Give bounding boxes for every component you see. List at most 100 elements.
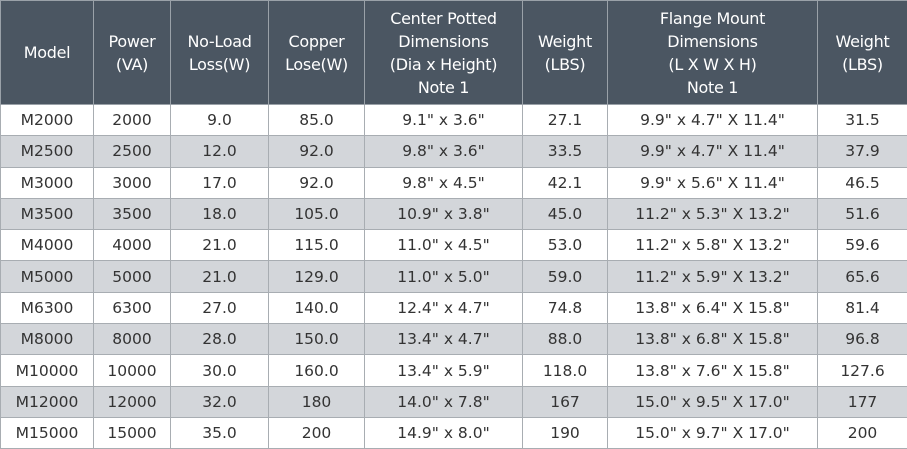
- table-cell: M3500: [1, 198, 94, 229]
- table-cell: 11.0" x 4.5": [365, 230, 523, 261]
- table-cell: 31.5: [818, 105, 907, 136]
- table-cell: 5000: [94, 261, 171, 292]
- table-cell: 3500: [94, 198, 171, 229]
- table-cell: 85.0: [269, 105, 365, 136]
- header-cell: Weight(LBS): [818, 1, 907, 105]
- table-cell: M5000: [1, 261, 94, 292]
- table-cell: 9.9" x 4.7" X 11.4": [608, 105, 818, 136]
- table-cell: M6300: [1, 292, 94, 323]
- table-cell: 2000: [94, 105, 171, 136]
- header-text: (LBS): [818, 53, 907, 76]
- table-cell: 127.6: [818, 355, 907, 386]
- header-cell: Weight(LBS): [523, 1, 608, 105]
- table-cell: 53.0: [523, 230, 608, 261]
- table-cell: M3000: [1, 167, 94, 198]
- table-cell: 17.0: [171, 167, 269, 198]
- table-cell: 18.0: [171, 198, 269, 229]
- table-cell: M15000: [1, 417, 94, 448]
- table-cell: 33.5: [523, 136, 608, 167]
- table-cell: 12.4" x 4.7": [365, 292, 523, 323]
- header-text: Center Potted: [365, 7, 522, 30]
- table-cell: 140.0: [269, 292, 365, 323]
- table-cell: 46.5: [818, 167, 907, 198]
- table-cell: 8000: [94, 324, 171, 355]
- table-cell: 9.8" x 3.6": [365, 136, 523, 167]
- table-cell: M2000: [1, 105, 94, 136]
- table-cell: 12.0: [171, 136, 269, 167]
- table-cell: 92.0: [269, 136, 365, 167]
- table-cell: 2500: [94, 136, 171, 167]
- table-cell: 9.0: [171, 105, 269, 136]
- header-text: No-Load: [171, 30, 268, 53]
- header-text: Weight: [523, 30, 607, 53]
- header-text: Loss(W): [171, 53, 268, 76]
- table-cell: M2500: [1, 136, 94, 167]
- table-cell: 96.8: [818, 324, 907, 355]
- table-cell: 167: [523, 386, 608, 417]
- header-text: Flange Mount: [608, 7, 817, 30]
- table-cell: 13.4" x 4.7": [365, 324, 523, 355]
- header-text: Note 1: [608, 76, 817, 99]
- table-cell: 13.8" x 6.8" X 15.8": [608, 324, 818, 355]
- table-cell: 3000: [94, 167, 171, 198]
- table-cell: 74.8: [523, 292, 608, 323]
- table-cell: M8000: [1, 324, 94, 355]
- table-cell: 15000: [94, 417, 171, 448]
- header-cell: Power(VA): [94, 1, 171, 105]
- table-cell: 21.0: [171, 261, 269, 292]
- header-text: Lose(W): [269, 53, 364, 76]
- table-cell: 28.0: [171, 324, 269, 355]
- table-cell: 15.0" x 9.7" X 17.0": [608, 417, 818, 448]
- header-text: Note 1: [365, 76, 522, 99]
- table-cell: 81.4: [818, 292, 907, 323]
- header-text: Dimensions: [608, 30, 817, 53]
- header-text: (Dia x Height): [365, 53, 522, 76]
- table-cell: 4000: [94, 230, 171, 261]
- table-cell: 30.0: [171, 355, 269, 386]
- table-cell: 32.0: [171, 386, 269, 417]
- header-text: (L X W X H): [608, 53, 817, 76]
- table-cell: 27.1: [523, 105, 608, 136]
- table-cell: 51.6: [818, 198, 907, 229]
- table-cell: 13.8" x 6.4" X 15.8": [608, 292, 818, 323]
- header-text: Model: [1, 41, 93, 64]
- table-cell: 160.0: [269, 355, 365, 386]
- table-cell: 11.2" x 5.8" X 13.2": [608, 230, 818, 261]
- table-cell: 105.0: [269, 198, 365, 229]
- header-text: (LBS): [523, 53, 607, 76]
- table-cell: 118.0: [523, 355, 608, 386]
- table-cell: 13.8" x 7.6" X 15.8": [608, 355, 818, 386]
- header-text: (VA): [94, 53, 170, 76]
- table-cell: 92.0: [269, 167, 365, 198]
- table-cell: 9.8" x 4.5": [365, 167, 523, 198]
- table-cell: 9.9" x 5.6" X 11.4": [608, 167, 818, 198]
- table-cell: 11.0" x 5.0": [365, 261, 523, 292]
- table-cell: 11.2" x 5.3" X 13.2": [608, 198, 818, 229]
- table-cell: 42.1: [523, 167, 608, 198]
- table-cell: 59.0: [523, 261, 608, 292]
- table-cell: 21.0: [171, 230, 269, 261]
- table-cell: 14.9" x 8.0": [365, 417, 523, 448]
- table-cell: M10000: [1, 355, 94, 386]
- table-cell: 6300: [94, 292, 171, 323]
- table-cell: 177: [818, 386, 907, 417]
- table-cell: 14.0" x 7.8": [365, 386, 523, 417]
- table-cell: 200: [818, 417, 907, 448]
- table-cell: 10.9" x 3.8": [365, 198, 523, 229]
